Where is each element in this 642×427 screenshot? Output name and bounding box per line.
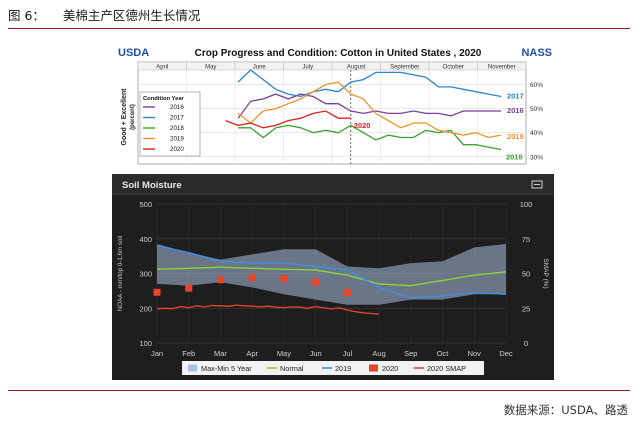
y-tick-label: 500 (139, 200, 152, 209)
y-tick-label: 30% (530, 154, 543, 161)
legend-label-2020: 2020 (382, 364, 398, 373)
menu-icon (531, 180, 543, 189)
legend-label-2019: 2019 (335, 364, 351, 373)
point-2020 (185, 284, 193, 292)
series-line-2019 (237, 81, 502, 139)
y-right-tick-label: 75 (522, 235, 530, 244)
point-2020 (153, 288, 161, 296)
y-right-tick-label: 50 (522, 270, 530, 279)
series-end-label-2019: 2019 (507, 132, 524, 141)
month-label: June (253, 65, 267, 71)
series-end-label-2017: 2017 (507, 92, 524, 101)
y-right-tick-label: 0 (524, 339, 528, 348)
series-end-label-2016: 2016 (507, 106, 524, 115)
point-2020 (280, 275, 288, 283)
y-right-tick-label: 100 (520, 200, 533, 209)
legend-strip (182, 361, 484, 375)
figure-header: 图 6： 美棉主产区德州生长情况 (8, 5, 200, 24)
band-max-min-5-year (157, 244, 506, 305)
panel-header (112, 174, 554, 194)
series-line-2020 (225, 110, 351, 129)
x-tick-label: Sep (404, 349, 417, 358)
month-label: July (302, 65, 313, 71)
y-tick-label: 40% (530, 130, 543, 137)
y-right-axis-title: SMAP (%) (542, 258, 549, 288)
x-tick-label: Feb (182, 349, 195, 358)
point-2020 (343, 289, 351, 297)
legend-box (139, 91, 201, 157)
menu-icon-frame (531, 180, 543, 189)
legend-title: Condition Year (143, 96, 185, 102)
panel-title: Soil Moisture (122, 180, 182, 191)
x-tick-label: Mar (214, 349, 227, 358)
bottom-divider (8, 390, 630, 391)
y-tick-label: 60% (530, 82, 543, 89)
x-tick-label: May (277, 349, 291, 358)
x-tick-label: Jun (310, 349, 322, 358)
month-label: October (443, 65, 464, 71)
legend-label-max-min-5-year: Max-Min 5 Year (201, 364, 252, 373)
legend-label-2018: 2018 (170, 125, 184, 132)
legend-label-2016: 2016 (170, 104, 184, 111)
x-tick-label: Dec (499, 349, 513, 358)
legend-label-normal: Normal (280, 364, 304, 373)
figure-title: 美棉主产区德州生长情况 (62, 8, 201, 23)
series-line-2019 (156, 245, 507, 299)
x-tick-label: Oct (437, 349, 450, 358)
series-end-label-2018: 2018 (506, 153, 523, 162)
month-label: August (347, 65, 366, 71)
point-2020 (248, 274, 256, 282)
y-tick-label: 100 (139, 339, 152, 348)
legend-label-2020: 2020 (170, 146, 184, 153)
y-tick-label: 50% (530, 106, 543, 113)
x-tick-label: Jul (343, 349, 353, 358)
y-tick-label: 200 (139, 304, 152, 313)
figure-number: 图 6： (8, 8, 45, 23)
y-tick-label: 300 (139, 270, 152, 279)
legend-swatch-2020 (369, 364, 378, 372)
point-2020 (312, 278, 320, 286)
legend-label-2017: 2017 (170, 115, 184, 122)
usda-logo: USDA (118, 47, 149, 59)
nass-logo: NASS (521, 47, 552, 59)
series-line-2016 (237, 93, 501, 119)
series-end-label-2020: 2020 (354, 121, 371, 130)
crop-condition-chart: USDA NASS Crop Progress and Condition: Cot… (116, 42, 554, 170)
y-axis-title: NOAA - mm/top 0-1.6m soil (117, 236, 124, 311)
legend-label-2019: 2019 (170, 136, 184, 143)
source-note: 数据来源：USDA、路透 (503, 403, 628, 417)
x-tick-label: Jan (151, 349, 163, 358)
series-line-2018 (238, 124, 502, 151)
soil-moisture-chart: Soil Moisture 100 200 300 400 500 0 25 50 75 100 Ja… (112, 174, 554, 380)
month-label: November (488, 65, 516, 71)
month-label: May (205, 65, 216, 71)
point-2020 (216, 276, 224, 284)
x-tick-label: Apr (246, 349, 258, 358)
series-line-normal (156, 266, 507, 287)
y-axis-title: Good + Excellent (percent) (121, 88, 136, 146)
month-label: April (156, 65, 168, 71)
y-right-tick-label: 25 (522, 304, 530, 313)
series-line-2017 (237, 69, 502, 98)
legend-label-2020-smap: 2020 SMAP (427, 364, 466, 373)
chart-title: Crop Progress and Condition: Cotton in U… (195, 48, 482, 59)
x-tick-label: Aug (372, 349, 385, 358)
month-label: September (390, 65, 419, 71)
x-tick-label: Nov (468, 349, 482, 358)
month-cell (477, 61, 527, 71)
legend-swatch-max-min-5-year (188, 364, 197, 372)
series-line-2020-smap (156, 304, 380, 315)
top-divider (8, 28, 630, 29)
y-tick-label: 400 (139, 235, 152, 244)
